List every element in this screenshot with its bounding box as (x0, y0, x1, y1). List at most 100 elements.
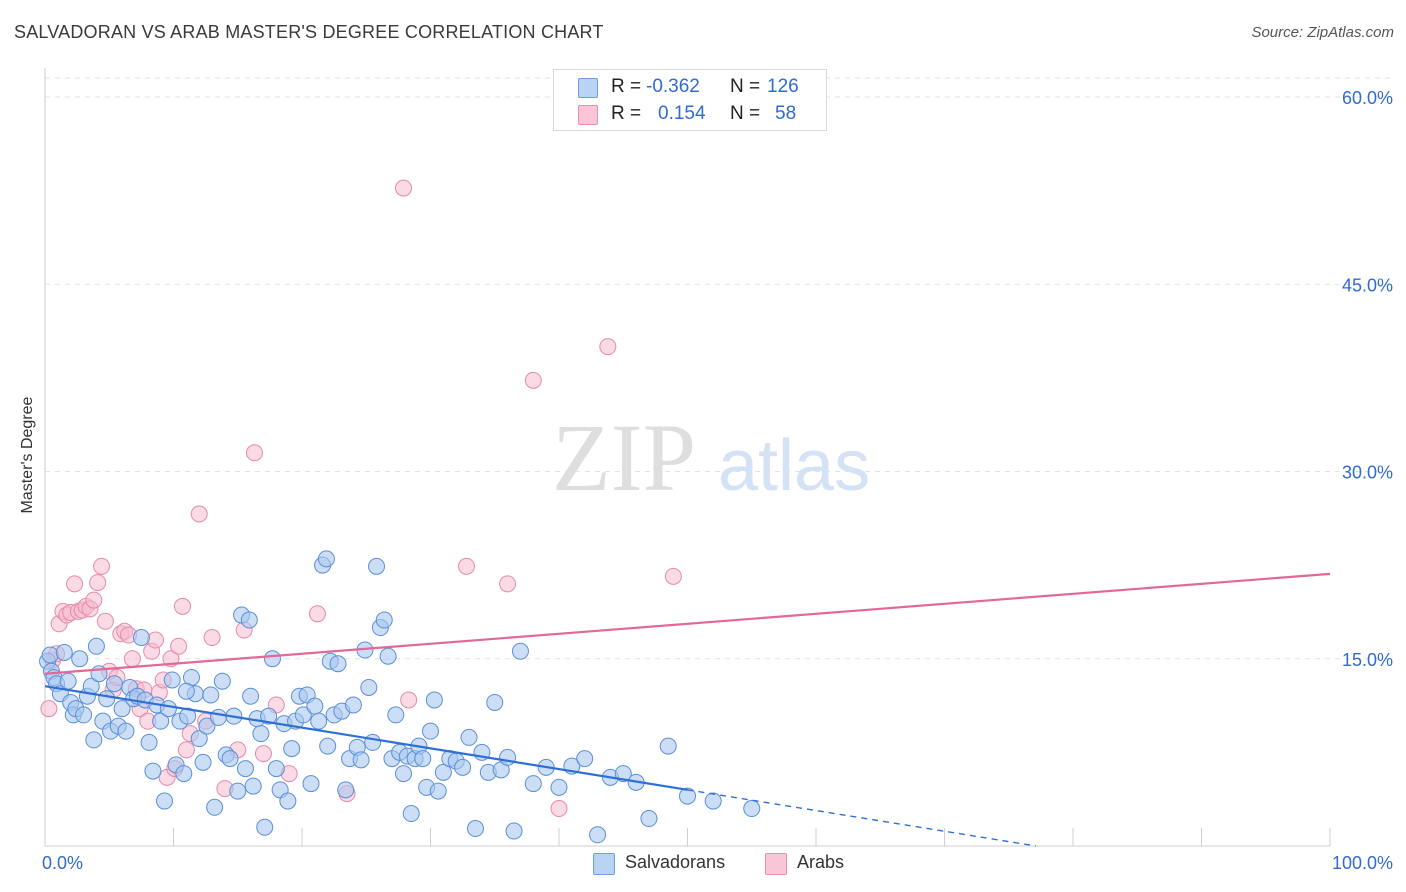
series-salvadorans (39, 550, 761, 844)
salvadoran-point (202, 686, 220, 704)
salvadoran-point (659, 737, 677, 755)
salvadoran-point (402, 805, 420, 823)
salvadoran-point (117, 722, 135, 740)
salvadoran-point (319, 737, 337, 755)
y-tick-label: 45.0% (1342, 275, 1393, 295)
arab-point (40, 700, 58, 718)
salvadoran-point (460, 728, 478, 746)
salvadoran-point (244, 777, 262, 795)
salvadoran-point (256, 818, 274, 836)
salvadoran-trend-line (44, 685, 688, 791)
arab-point (177, 741, 195, 759)
salvadoran-point (414, 750, 432, 768)
salvadoran-point (511, 642, 529, 660)
salvadoran-point (159, 700, 177, 718)
salvadoran-point (105, 675, 123, 693)
axes (44, 68, 1331, 847)
salvadoran-point (499, 748, 517, 766)
x-tick-label: 0.0% (42, 853, 83, 873)
salvadoran-point (486, 693, 504, 711)
arab-point (170, 637, 188, 655)
legend-r-value: 0.154 (658, 103, 706, 124)
arab-point (89, 574, 107, 592)
y-tick-label: 30.0% (1342, 463, 1393, 483)
salvadoran-point (614, 765, 632, 783)
salvadoran-point (267, 760, 285, 778)
salvadoran-point (240, 611, 258, 629)
salvadoran-point (294, 706, 312, 724)
salvadoran-point (429, 782, 447, 800)
arab-point (395, 179, 413, 197)
salvadoran-point (209, 708, 227, 726)
salvadoran-point (329, 655, 347, 673)
salvadoran-point (71, 650, 89, 668)
watermark-zip: ZIP (552, 404, 696, 511)
salvadoran-point (177, 682, 195, 700)
salvadoran-point (317, 550, 335, 568)
salvadoran-point (466, 820, 484, 838)
chart-source: Source: ZipAtlas.com (1251, 24, 1394, 41)
salvadoran-point (550, 778, 568, 796)
correlation-legend: R = -0.362 N = 126 R = 0.154 N = 58 (553, 69, 827, 131)
legend-row-arabs: R = 0.154 N = 58 (554, 101, 826, 128)
salvadoran-point (87, 637, 105, 655)
salvadoran-point (434, 763, 452, 781)
arab-point (400, 691, 418, 709)
arab-point (254, 745, 272, 763)
salvadoran-point (589, 826, 607, 844)
y-tick-label: 60.0% (1342, 88, 1393, 108)
salvadoran-point (302, 775, 320, 793)
arab-point (173, 597, 191, 615)
salvadoran-point (454, 758, 472, 776)
salvadoran-point (140, 733, 158, 751)
salvadoran-point (524, 775, 542, 793)
salvadoran-point (213, 672, 231, 690)
arab-point (93, 557, 111, 575)
salvadoran-point (337, 781, 355, 799)
salvadoran-point (425, 691, 443, 709)
x-tick-label: 100.0% (1332, 853, 1393, 873)
arab-swatch (578, 105, 598, 125)
salvadoran-point (252, 725, 270, 743)
salvadoran-point (75, 706, 93, 724)
legend-r-label: R = (611, 103, 642, 124)
salvadoran-point (395, 765, 413, 783)
salvadoran-point (352, 751, 370, 769)
legend-row-salvadorans: R = -0.362 N = 126 (554, 74, 826, 101)
legend-r-value: -0.362 (646, 76, 700, 97)
legend-n-label: N = (730, 76, 761, 97)
salvadoran-point (360, 678, 378, 696)
salvadoran-swatch (593, 853, 615, 875)
salvadoran-point (190, 730, 208, 748)
arab-point (123, 650, 141, 668)
salvadoran-point (263, 650, 281, 668)
arab-swatch (765, 853, 787, 875)
salvadoran-point (364, 733, 382, 751)
salvadoran-point (242, 687, 260, 705)
legend-n-value: 126 (767, 76, 799, 97)
salvadoran-point (198, 717, 216, 735)
salvadoran-point (375, 611, 393, 629)
salvadoran-point (422, 722, 439, 740)
salvadoran-point (505, 822, 523, 840)
salvadoran-point (55, 644, 73, 662)
salvadoran-point (113, 700, 131, 718)
salvadoran-point (85, 731, 103, 749)
watermark: ZIP atlas (552, 404, 870, 511)
arab-point (308, 605, 326, 623)
watermark-atlas: atlas (718, 426, 870, 506)
salvadoran-point (236, 760, 254, 778)
salvadoran-point (368, 557, 386, 575)
salvadoran-point (704, 792, 722, 810)
salvadoran-point (59, 672, 77, 690)
salvadoran-point (387, 706, 405, 724)
legend-n-label: N = (730, 103, 761, 124)
salvadoran-point (221, 750, 239, 768)
trend-lines (44, 572, 1331, 847)
salvadoran-swatch (578, 78, 598, 98)
legend-label-arabs: Arabs (797, 852, 845, 872)
salvadoran-point (98, 690, 116, 708)
arab-point (66, 575, 84, 593)
arab-point (550, 800, 568, 818)
